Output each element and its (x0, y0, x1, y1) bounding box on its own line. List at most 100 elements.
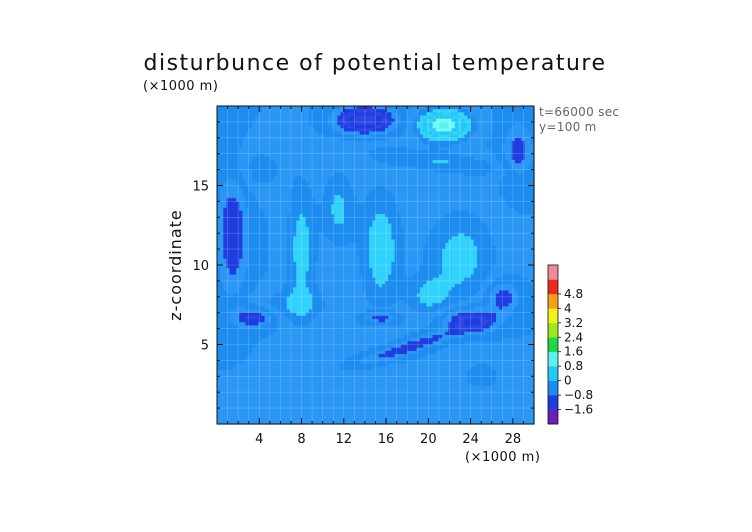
heatmap-cell (242, 242, 247, 247)
heatmap-cell (245, 220, 250, 225)
heatmap-cell (350, 214, 354, 218)
heatmap-cell (343, 226, 348, 231)
heatmap-cell (464, 195, 469, 199)
heatmap-cell (264, 112, 269, 117)
heatmap-cell (353, 210, 358, 215)
heatmap-cell (451, 179, 456, 183)
heatmap-cell (502, 163, 507, 168)
heatmap-cell (404, 125, 408, 129)
heatmap-cell (467, 121, 472, 126)
heatmap-cell (505, 217, 510, 222)
heatmap-cell (457, 223, 462, 228)
heatmap-cell (385, 144, 389, 148)
heatmap-cell (226, 163, 231, 168)
heatmap-cell (359, 188, 364, 193)
heatmap-cell (404, 204, 408, 209)
heatmap-cell (378, 198, 383, 202)
heatmap-cell (426, 201, 430, 206)
heatmap-cell (236, 201, 240, 206)
heatmap-cell (280, 144, 285, 148)
heatmap-cell (448, 125, 453, 129)
heatmap-cell (476, 249, 481, 253)
heatmap-cell (413, 160, 418, 164)
heatmap-cell (274, 131, 278, 136)
heatmap-cell (229, 223, 234, 228)
heatmap-cell (397, 249, 402, 253)
heatmap-cell (337, 217, 342, 222)
heatmap-cell (226, 144, 231, 148)
heatmap-cell (245, 109, 250, 113)
heatmap-cell (391, 118, 396, 123)
heatmap-cell (391, 226, 396, 231)
heatmap-cell (343, 147, 348, 152)
heatmap-cell (419, 233, 424, 237)
heatmap-cell (429, 242, 434, 247)
heatmap-cell (369, 242, 373, 247)
heatmap-cell (457, 125, 462, 129)
heatmap-cell (524, 121, 529, 126)
heatmap-cell (337, 153, 342, 158)
heatmap-cell (502, 195, 507, 199)
heatmap-cell (470, 160, 475, 164)
heatmap-cell (267, 166, 272, 171)
heatmap-cell (369, 140, 373, 145)
heatmap-cell (274, 217, 278, 222)
heatmap-cell (394, 245, 399, 250)
heatmap-cell (365, 140, 370, 145)
heatmap-cell (499, 121, 503, 126)
heatmap-cell (454, 188, 459, 193)
heatmap-cell (416, 160, 421, 164)
heatmap-cell (486, 217, 491, 222)
heatmap-cell (340, 147, 345, 152)
heatmap-cell (226, 175, 231, 180)
heatmap-cell (521, 201, 526, 206)
heatmap-cell (473, 239, 478, 244)
heatmap-cell (277, 195, 281, 199)
heatmap-cell (419, 109, 424, 113)
heatmap-cell (327, 242, 332, 247)
heatmap-cell (410, 201, 415, 206)
heatmap-cell (346, 214, 351, 218)
heatmap-cell (486, 207, 491, 212)
heatmap-cell (391, 109, 396, 113)
heatmap-cell (350, 217, 354, 222)
heatmap-cell (217, 210, 221, 215)
heatmap-cell (486, 201, 491, 206)
heatmap-cell (381, 169, 386, 174)
heatmap-cell (524, 137, 529, 142)
heatmap-cell (511, 125, 516, 129)
heatmap-cell (426, 188, 430, 193)
heatmap-cell (518, 239, 522, 244)
heatmap-cell (226, 134, 231, 139)
heatmap-cell (410, 128, 415, 133)
heatmap-cell (448, 255, 453, 260)
heatmap-cell (375, 137, 380, 142)
heatmap-cell (245, 156, 250, 161)
heatmap-cell (397, 233, 402, 237)
heatmap-cell (413, 109, 418, 113)
heatmap-cell (251, 121, 256, 126)
heatmap-cell (499, 214, 503, 218)
heatmap-cell (499, 115, 503, 120)
heatmap-cell (505, 239, 510, 244)
heatmap-cell (251, 153, 256, 158)
heatmap-cell (270, 214, 275, 218)
heatmap-cell (378, 163, 383, 168)
heatmap-cell (410, 134, 415, 139)
heatmap-cell (255, 156, 259, 161)
heatmap-cell (293, 191, 297, 196)
heatmap-cell (337, 252, 342, 257)
heatmap-cell (242, 220, 247, 225)
heatmap-cell (362, 217, 367, 222)
heatmap-cell (388, 220, 392, 225)
heatmap-cell (514, 198, 519, 202)
heatmap-cell (261, 109, 266, 113)
heatmap-cell (435, 160, 440, 164)
heatmap-cell (397, 112, 402, 117)
heatmap-cell (502, 131, 507, 136)
heatmap-cell (473, 195, 478, 199)
heatmap-cell (286, 233, 291, 237)
heatmap-cell (293, 160, 297, 164)
heatmap-cell (302, 109, 307, 113)
heatmap-cell (438, 163, 443, 168)
